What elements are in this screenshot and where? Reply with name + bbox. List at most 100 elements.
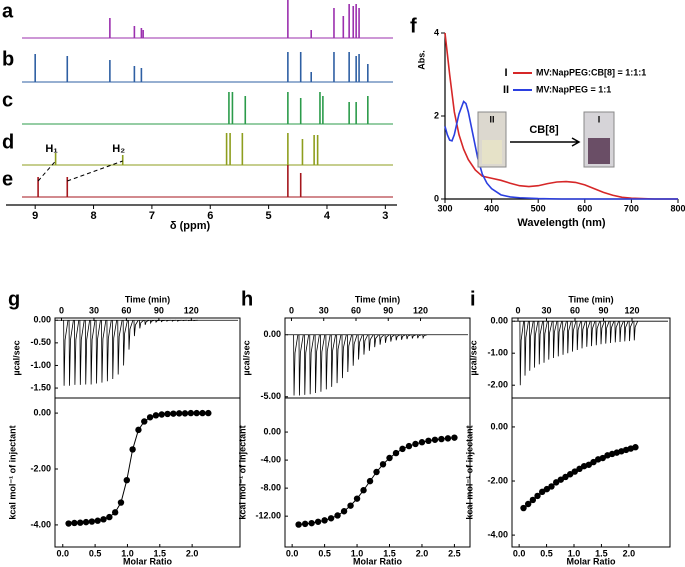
- x-tick-label: 2.0: [186, 548, 199, 558]
- data-point: [152, 412, 160, 419]
- frame: [54, 317, 241, 548]
- spectrum-label: d: [2, 131, 14, 153]
- raw-y-tick-label: -0.50: [30, 337, 51, 347]
- injection-peak: [533, 321, 539, 368]
- time-tick-label: 120: [184, 305, 199, 315]
- injection-peak: [144, 319, 150, 325]
- data-point: [175, 410, 183, 417]
- legend-numeral: II: [503, 84, 509, 96]
- x-tick-label: 0.5: [89, 548, 102, 558]
- data-point: [129, 446, 136, 453]
- injection-peak: [571, 321, 577, 352]
- injection-peak: [117, 320, 123, 375]
- x-tick-label: 2.0: [623, 548, 636, 558]
- data-point: [170, 410, 177, 417]
- data-point: [77, 519, 84, 526]
- raw-y-tick-label: -2.00: [487, 380, 508, 390]
- inset-label: I: [598, 114, 601, 124]
- injection-peak: [373, 334, 379, 348]
- data-point: [65, 520, 72, 527]
- injection-peak: [320, 334, 326, 392]
- annotation: H₁: [45, 143, 58, 155]
- data-point: [106, 513, 113, 521]
- injection-peak: [576, 321, 582, 351]
- raw-y-tick-label: 0.00: [263, 329, 281, 339]
- x-axis-label: Molar Ratio: [566, 556, 616, 566]
- injection-peak: [171, 319, 177, 322]
- data-point: [334, 512, 341, 519]
- time-axis-label: Time (min): [125, 294, 170, 304]
- injection-peak: [133, 320, 139, 337]
- injection-peak: [84, 320, 91, 385]
- legend-numeral: I: [504, 67, 507, 79]
- x-axis-label: δ (ppm): [170, 220, 211, 232]
- data-point: [373, 468, 380, 476]
- injection-peak: [604, 321, 610, 344]
- injection-peak: [519, 321, 525, 386]
- time-axis-label: Time (min): [355, 294, 400, 304]
- x-tick-label: 1.5: [383, 548, 396, 558]
- injection-peak: [379, 334, 385, 345]
- data-point: [451, 434, 458, 441]
- data-point: [205, 409, 212, 417]
- x-tick-label: 1.5: [154, 548, 167, 558]
- panel-label: f: [410, 15, 417, 37]
- data-point: [181, 410, 189, 417]
- injection-peak: [176, 319, 182, 322]
- time-tick-label: 0: [289, 305, 294, 315]
- injection-peak: [614, 321, 620, 343]
- x-tick-label: 400: [484, 203, 499, 213]
- time-tick-label: 60: [351, 305, 361, 315]
- injection-peak: [524, 321, 529, 376]
- data-point: [366, 477, 374, 485]
- time-tick-label: 0: [59, 305, 64, 315]
- injection-peak: [557, 321, 563, 357]
- injection-peak: [609, 321, 615, 343]
- legend-label: MV:NapPEG:CB[8] = 1:1:1: [536, 67, 646, 77]
- frame: [511, 317, 671, 548]
- injection-peak: [63, 320, 69, 386]
- data-point: [520, 504, 527, 512]
- panel-label: h: [241, 288, 253, 310]
- injection-peak: [74, 320, 80, 385]
- data-point: [353, 495, 361, 502]
- data-point: [425, 437, 432, 445]
- x-tick-label: 5: [266, 210, 272, 222]
- x-tick-label: 2.0: [416, 548, 429, 558]
- x-tick-label: 8: [90, 210, 96, 222]
- data-point: [590, 458, 597, 466]
- data-point: [146, 414, 154, 421]
- y-tick-label: -2.00: [487, 475, 508, 485]
- data-point: [392, 449, 400, 457]
- data-point: [321, 517, 328, 524]
- y-tick-label: -2.00: [30, 463, 51, 473]
- time-tick-label: 90: [154, 305, 164, 315]
- data-point: [308, 519, 315, 527]
- data-point: [538, 488, 546, 496]
- data-point: [123, 476, 131, 484]
- injection-peak: [400, 334, 406, 340]
- data-point: [88, 518, 96, 525]
- injection-peak: [293, 334, 299, 396]
- raw-y-tick-label: -1.00: [487, 348, 508, 358]
- data-point: [566, 471, 574, 478]
- x-tick-label: 600: [577, 203, 592, 213]
- x-tick-label: 0.0: [57, 548, 70, 558]
- injection-peak: [330, 334, 336, 387]
- vial-liquid: [482, 140, 502, 164]
- injection-peak: [411, 334, 417, 339]
- data-point: [379, 461, 387, 468]
- injection-peak: [128, 320, 134, 350]
- injection-peak: [363, 334, 369, 355]
- injection-peak: [309, 334, 315, 395]
- spectrum-label: c: [2, 89, 13, 111]
- time-tick-label: 60: [570, 305, 580, 315]
- raw-y-label: µcal/sec: [468, 340, 478, 375]
- injection-peak: [619, 321, 624, 343]
- injection-peak: [528, 321, 534, 371]
- x-tick-label: 6: [207, 210, 213, 222]
- time-axis-label: Time (min): [568, 294, 613, 304]
- raw-y-tick-label: 0.00: [490, 316, 508, 326]
- spectrum-label: a: [2, 0, 14, 22]
- data-point: [94, 517, 101, 524]
